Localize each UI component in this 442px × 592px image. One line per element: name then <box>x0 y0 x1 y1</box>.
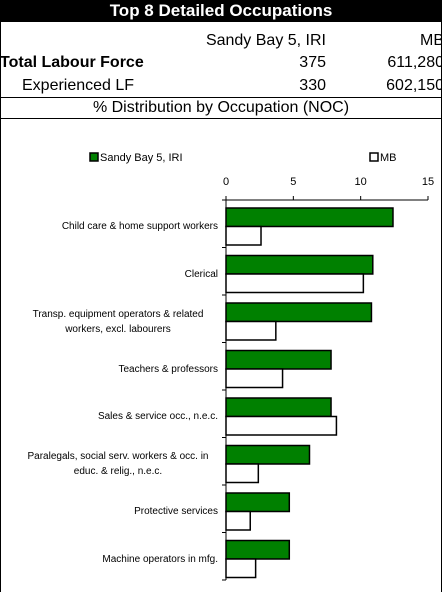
category-label: Teachers & professors <box>119 362 219 377</box>
row-label: Experienced LF <box>22 77 135 94</box>
legend-label: MB <box>380 152 397 164</box>
category-label: Clerical <box>185 267 218 282</box>
bar <box>225 415 338 436</box>
category-label: Transp. equipment operators & related wo… <box>18 307 218 337</box>
bar <box>225 492 291 513</box>
column-header: MB <box>420 32 442 49</box>
category-label: Machine operators in mfg. <box>102 552 218 567</box>
bar <box>225 225 262 246</box>
category-text: Child care & home support workers <box>61 221 218 232</box>
category-label: Child care & home support workers <box>62 219 218 234</box>
category-text: Protective services <box>134 506 218 517</box>
legend-label: Sandy Bay 5, IRI <box>100 152 183 164</box>
bar <box>225 463 260 484</box>
bar <box>225 254 374 275</box>
bar <box>225 368 284 389</box>
legend-swatch <box>369 152 379 162</box>
category-text: Paralegals, social serv. workers & occ. … <box>27 451 209 477</box>
cell: 611,280 <box>387 54 442 71</box>
bar <box>225 320 277 341</box>
title: Top 8 Detailed Occupations <box>109 1 333 20</box>
category-text: Transp. equipment operators & related wo… <box>32 308 204 335</box>
x-tick-label: 10 <box>355 176 367 188</box>
border <box>0 22 1 592</box>
cell: 602,150 <box>386 77 442 94</box>
bar <box>225 510 251 531</box>
category-text: Teachers & professors <box>118 363 219 375</box>
rule <box>0 97 442 98</box>
column-header: Sandy Bay 5, IRI <box>205 32 326 49</box>
bar <box>225 397 332 418</box>
bar <box>225 558 257 579</box>
x-tick-label: 0 <box>223 176 229 188</box>
category-text: Machine operators in mfg. <box>102 553 218 565</box>
category-label: Sales & service occ., n.e.c. <box>98 409 218 424</box>
row-label: Total Labour Force <box>0 54 144 71</box>
bar <box>225 302 373 323</box>
cell: 375 <box>299 54 326 71</box>
rule <box>0 118 442 119</box>
section-title: % Distribution by Occupation (NOC) <box>92 99 350 116</box>
title-bar <box>0 0 442 22</box>
cell: 330 <box>299 77 326 94</box>
bar <box>225 539 291 560</box>
x-tick-label: 15 <box>422 176 434 188</box>
bar <box>225 207 394 228</box>
bar <box>225 349 332 370</box>
bar <box>225 444 311 465</box>
category-label: Protective services <box>134 504 218 519</box>
bar <box>225 273 365 294</box>
category-label: Paralegals, social serv. workers & occ. … <box>18 449 218 479</box>
legend-swatch <box>89 152 99 162</box>
category-text: Clerical <box>184 268 218 280</box>
x-tick-label: 5 <box>290 176 296 188</box>
category-text: Sales & service occ., n.e.c. <box>97 411 218 422</box>
